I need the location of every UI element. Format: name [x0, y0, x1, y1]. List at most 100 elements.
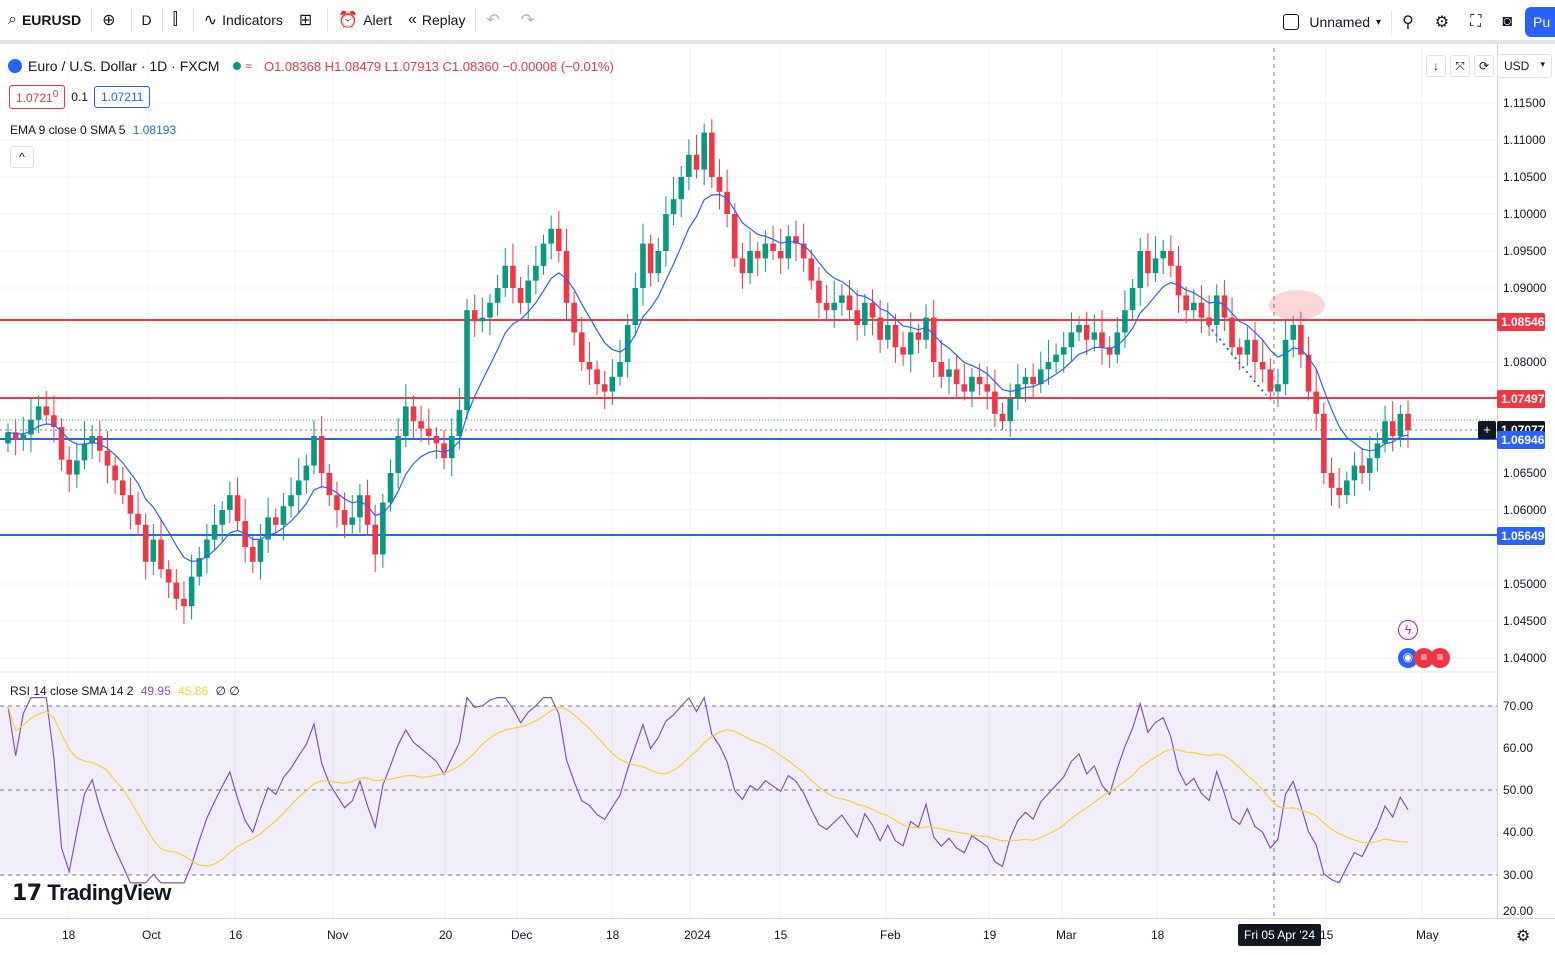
candle-body	[984, 384, 991, 392]
candle-body	[311, 436, 317, 466]
candle-body	[800, 243, 807, 259]
event-flag-us-icon[interactable]: ≡	[1414, 648, 1434, 668]
price-tag: 1.08546	[1497, 312, 1545, 331]
ema-legend[interactable]: EMA 9 close 0 SMA 5 1.08193	[10, 123, 176, 137]
indicators-button[interactable]: ∿ Indicators	[196, 0, 291, 42]
event-flag-us-icon[interactable]: ≡	[1430, 648, 1450, 668]
candle-body	[1305, 354, 1312, 392]
scroll-to-latest-button[interactable]: ↓	[1426, 55, 1446, 77]
reset-chart-button[interactable]: ⟳	[1474, 55, 1494, 77]
candle-body	[1083, 325, 1090, 340]
candle-body	[693, 154, 700, 170]
symbol-search[interactable]: ⌕ EURUSD	[0, 0, 89, 42]
candle-body	[578, 332, 585, 362]
time-tick: 2024	[684, 928, 711, 942]
candle-body	[464, 310, 470, 411]
time-tick: 18	[1151, 928, 1165, 942]
tradingview-logo[interactable]: 𝟭𝟳 TradingView	[12, 880, 171, 906]
candle-body	[448, 436, 455, 459]
candle-body	[1290, 325, 1297, 340]
publish-label: Pu	[1533, 14, 1551, 30]
candle-body	[946, 369, 952, 377]
candle-body	[892, 325, 899, 348]
candle-body	[5, 432, 11, 444]
rsi-legend-value: 49.95	[140, 684, 171, 698]
undo-button[interactable]: ↶	[478, 0, 512, 42]
bar-style-button[interactable]: ⫿	[165, 0, 191, 42]
time-tick: 15	[1320, 928, 1334, 942]
candle-body	[441, 443, 447, 459]
compare-symbol-button[interactable]: ⊕	[94, 0, 128, 42]
alert-icon: ⏰	[338, 12, 359, 29]
time-tick: Nov	[327, 928, 349, 942]
candle-body	[517, 288, 524, 303]
rsi-legend-extra: ∅ ∅	[215, 684, 240, 698]
candle-body	[1252, 339, 1258, 362]
quick-search-button[interactable]: ⚲	[1394, 0, 1427, 44]
candle-body	[1298, 325, 1304, 355]
candle-body	[471, 310, 478, 322]
candle-body	[1099, 332, 1105, 348]
indicators-label: Indicators	[222, 12, 283, 28]
candle-body	[280, 506, 287, 525]
candle-body	[1382, 421, 1388, 444]
candle-body	[326, 473, 333, 496]
reset-icon: ⟳	[1478, 59, 1490, 73]
layout-checkbox[interactable]	[1283, 14, 1300, 30]
candle-body	[234, 495, 241, 522]
candle-body	[716, 177, 723, 192]
candle-body	[295, 480, 302, 496]
candle-body	[81, 443, 88, 461]
currency-select[interactable]: USD ▾	[1497, 54, 1552, 78]
settings-button[interactable]: ⚙	[1427, 0, 1462, 44]
time-tick: Dec	[511, 928, 533, 942]
candle-body	[502, 265, 509, 288]
publish-button[interactable]: Pu	[1525, 7, 1555, 37]
candle-body	[609, 376, 616, 392]
rsi-legend-label: RSI 14 close SMA 14 2	[10, 684, 134, 698]
lightning-icon[interactable]: ϟ	[1398, 620, 1418, 640]
euro-flag-icon	[8, 59, 22, 73]
rsi-legend[interactable]: RSI 14 close SMA 14 2 49.95 45.86 ∅ ∅	[10, 684, 240, 698]
sell-button[interactable]: 1.07210	[9, 85, 66, 109]
buy-button[interactable]: 1.07211	[93, 86, 151, 108]
candle-body	[150, 539, 157, 562]
candle-body	[1060, 347, 1067, 355]
candle-body	[112, 465, 118, 481]
add-price-alert-icon[interactable]: +	[1478, 421, 1496, 439]
settings-icon: ⚙	[1434, 14, 1450, 31]
layout-menu[interactable]: Unnamed ▾	[1275, 0, 1389, 44]
templates-button[interactable]: ⊞	[291, 0, 325, 42]
redo-button[interactable]: ↷	[513, 0, 547, 42]
candle-body	[525, 280, 532, 303]
replay-icon: «	[407, 11, 417, 28]
candle-body	[1007, 399, 1013, 422]
alert-button[interactable]: ⏰ Alert	[330, 0, 400, 42]
toolbar-divider	[161, 8, 163, 32]
collapse-chart-button[interactable]: ⤧	[1450, 55, 1470, 77]
symbol-legend[interactable]: Euro / U.S. Dollar · 1D · FXCM ≈ O1.0836…	[8, 58, 614, 74]
candle-body	[884, 325, 891, 340]
candle-body	[1198, 302, 1205, 318]
price-tick: 1.06500	[1503, 466, 1547, 480]
settings-icon[interactable]: ⚙	[1516, 928, 1531, 945]
time-tick: Oct	[142, 928, 161, 942]
price-tick: 1.06000	[1503, 503, 1547, 517]
candle-body	[854, 310, 860, 325]
snapshot-button[interactable]: ◙	[1494, 0, 1525, 44]
tradingview-logo-icon: 𝟭𝟳	[12, 880, 48, 905]
candle-body	[739, 258, 746, 274]
candle-body	[670, 199, 677, 214]
fullscreen-button[interactable]: ⛶	[1462, 0, 1494, 44]
candle-body	[655, 251, 662, 274]
interval-button[interactable]: D	[134, 0, 160, 42]
candle-body	[395, 436, 401, 473]
collapse-legend-button[interactable]: ^	[10, 146, 34, 168]
replay-button[interactable]: « Replay	[400, 0, 474, 42]
event-flag-eu-icon[interactable]: ◉	[1398, 648, 1418, 668]
price-chart[interactable]	[0, 44, 1497, 918]
rsi-tick: 50.00	[1503, 783, 1534, 798]
currency-label: USD	[1504, 59, 1530, 73]
candle-body	[1275, 384, 1281, 392]
price-scale[interactable]	[1497, 44, 1555, 918]
